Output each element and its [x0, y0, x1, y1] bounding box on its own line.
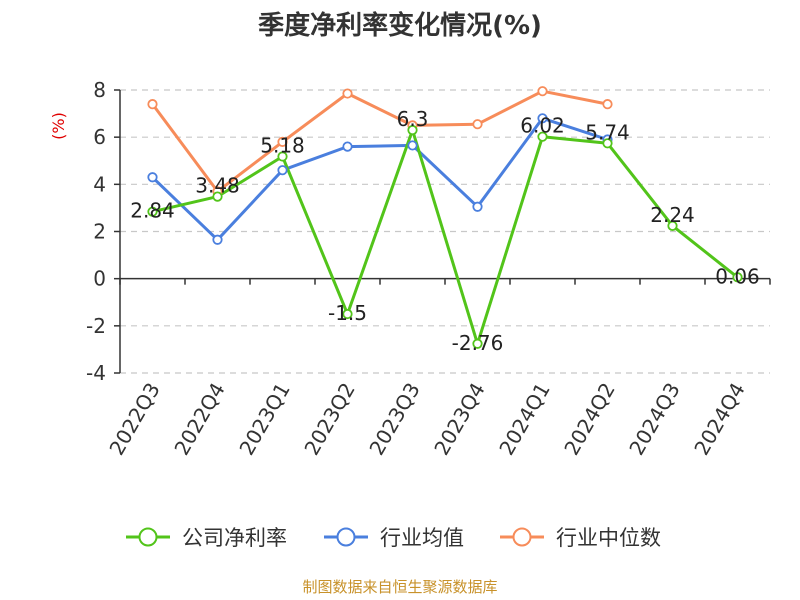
data-point	[147, 172, 158, 183]
x-tick-label: 2022Q4	[169, 379, 229, 460]
data-point	[537, 131, 548, 142]
x-tick-label: 2023Q1	[234, 379, 294, 460]
data-point	[147, 99, 158, 110]
x-tick-label: 2024Q4	[689, 379, 749, 460]
legend-label: 行业均值	[380, 526, 464, 550]
data-label: -2.76	[452, 331, 504, 355]
data-point	[472, 201, 483, 212]
data-point	[667, 220, 678, 231]
grid-lines	[120, 89, 770, 374]
series-line-2	[151, 89, 608, 193]
series-lines	[151, 89, 739, 346]
y-tick-label: 0	[93, 267, 106, 291]
x-tick-label: 2024Q1	[494, 379, 554, 460]
data-labels: 2.84 3.48 5.18 -1.5 6.3 -2.76 6.02 5.74 2.24 0.06	[130, 107, 760, 355]
data-label: 6.02	[520, 114, 565, 138]
data-label: 2.24	[650, 203, 695, 227]
data-point	[342, 141, 353, 152]
data-point	[342, 308, 353, 320]
x-tick-label: 2023Q3	[364, 379, 424, 460]
data-label: -1.5	[328, 301, 367, 325]
data-point	[277, 165, 288, 176]
legend-swatch-marker	[138, 527, 158, 547]
source-note: 制图数据来自恒生聚源数据库	[302, 578, 497, 596]
data-point	[277, 151, 288, 162]
legend-swatch-marker	[512, 527, 532, 547]
axes	[114, 89, 771, 374]
data-point	[212, 191, 223, 202]
y-tick-label: -4	[86, 361, 106, 385]
y-tick-label: 8	[93, 78, 106, 102]
data-point	[407, 124, 418, 136]
series-line-1	[151, 116, 608, 242]
x-tick-label: 2023Q2	[299, 379, 359, 460]
data-point	[537, 113, 548, 124]
data-label: 2.84	[130, 199, 175, 223]
x-tick-labels: 2022Q3 2022Q4 2023Q1 2023Q2 2023Q3 2023Q4 2024…	[104, 379, 749, 460]
x-tick-label: 2022Q3	[104, 379, 164, 460]
data-point	[342, 88, 353, 99]
chart-title: 季度净利率变化情况(%)	[258, 10, 542, 41]
x-tick-label: 2024Q3	[624, 379, 684, 460]
data-label: 5.18	[260, 134, 305, 158]
data-point	[602, 138, 613, 149]
data-point	[472, 119, 483, 130]
y-tick-label: 4	[93, 172, 106, 196]
data-point	[472, 338, 483, 349]
data-point	[277, 136, 288, 147]
series-points	[147, 86, 743, 349]
data-point	[537, 86, 548, 97]
data-point	[147, 206, 158, 217]
legend: 公司净利率 行业均值 行业中位数	[126, 526, 661, 550]
legend-swatch-marker	[336, 527, 356, 547]
data-point	[212, 234, 223, 245]
data-point	[732, 272, 743, 283]
x-tick-label: 2023Q4	[429, 379, 489, 460]
data-label: 6.3	[397, 107, 429, 131]
data-label: 3.48	[195, 174, 240, 198]
legend-label: 公司净利率	[182, 526, 287, 550]
data-label: 0.06	[715, 264, 760, 288]
series-line-0	[152, 128, 739, 346]
y-tick-label: 6	[93, 125, 106, 149]
y-tick-labels: 8 6 4 2 0 -2 -4	[86, 78, 106, 385]
data-point	[602, 99, 613, 110]
x-tick-label: 2024Q2	[559, 379, 619, 460]
y-tick-label: -2	[86, 314, 106, 338]
data-point	[407, 140, 418, 151]
y-tick-label: 2	[93, 220, 106, 244]
legend-label: 行业中位数	[556, 526, 661, 550]
y-axis-unit: (%)	[49, 112, 68, 140]
data-label: 5.74	[585, 120, 630, 144]
